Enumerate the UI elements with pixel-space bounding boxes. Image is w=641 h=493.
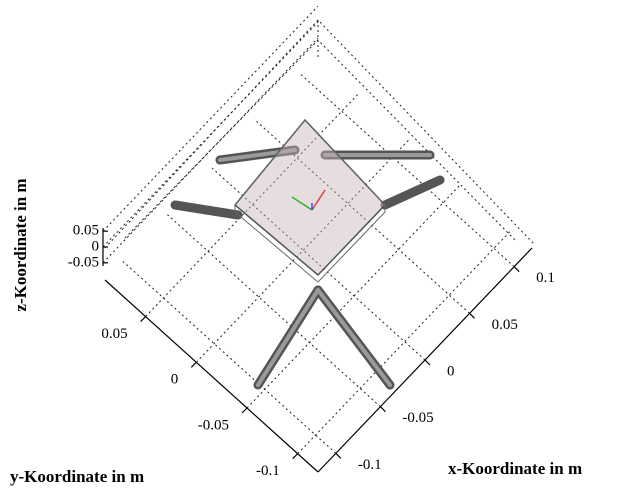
y-tick-label: -0.05 <box>198 417 229 433</box>
z-tick-label: -0.05 <box>68 254 99 270</box>
x-tick-label: -0.1 <box>358 457 382 473</box>
z-tick-label: 0 <box>92 238 100 254</box>
chart: -0.1-0.0500.050.1-0.1-0.0500.05-0.0500.0… <box>0 0 641 493</box>
x-tick <box>425 360 430 365</box>
x-tick <box>380 407 385 412</box>
y-tick-label: 0.05 <box>101 326 127 342</box>
y-tick <box>293 454 298 459</box>
x-tick <box>336 453 341 458</box>
x-tick-label: -0.05 <box>402 410 433 426</box>
robot-leg-highlight <box>258 290 318 385</box>
x-tick-label: 0.1 <box>536 270 555 286</box>
y-axis <box>105 280 318 472</box>
robot <box>175 120 440 385</box>
x-axis-title: x-Koordinate in m <box>448 459 582 478</box>
y-tick <box>141 317 146 322</box>
z-axis-title: z-Koordinate in m <box>11 178 30 311</box>
x-tick <box>514 267 519 272</box>
y-axis-title: y-Koordinate in m <box>10 467 144 486</box>
y-tick <box>191 362 196 367</box>
platform <box>235 120 385 275</box>
grid-line <box>123 261 336 453</box>
robot-leg-highlight <box>318 290 390 385</box>
x-tick-label: 0.05 <box>492 317 518 333</box>
y-tick-label: 0 <box>171 372 179 388</box>
x-tick-label: 0 <box>447 363 455 379</box>
y-tick-label: -0.1 <box>256 463 280 479</box>
z-tick-label: 0.05 <box>73 223 99 239</box>
x-tick <box>470 313 475 318</box>
y-tick <box>242 408 247 413</box>
robot-leg <box>175 205 238 215</box>
